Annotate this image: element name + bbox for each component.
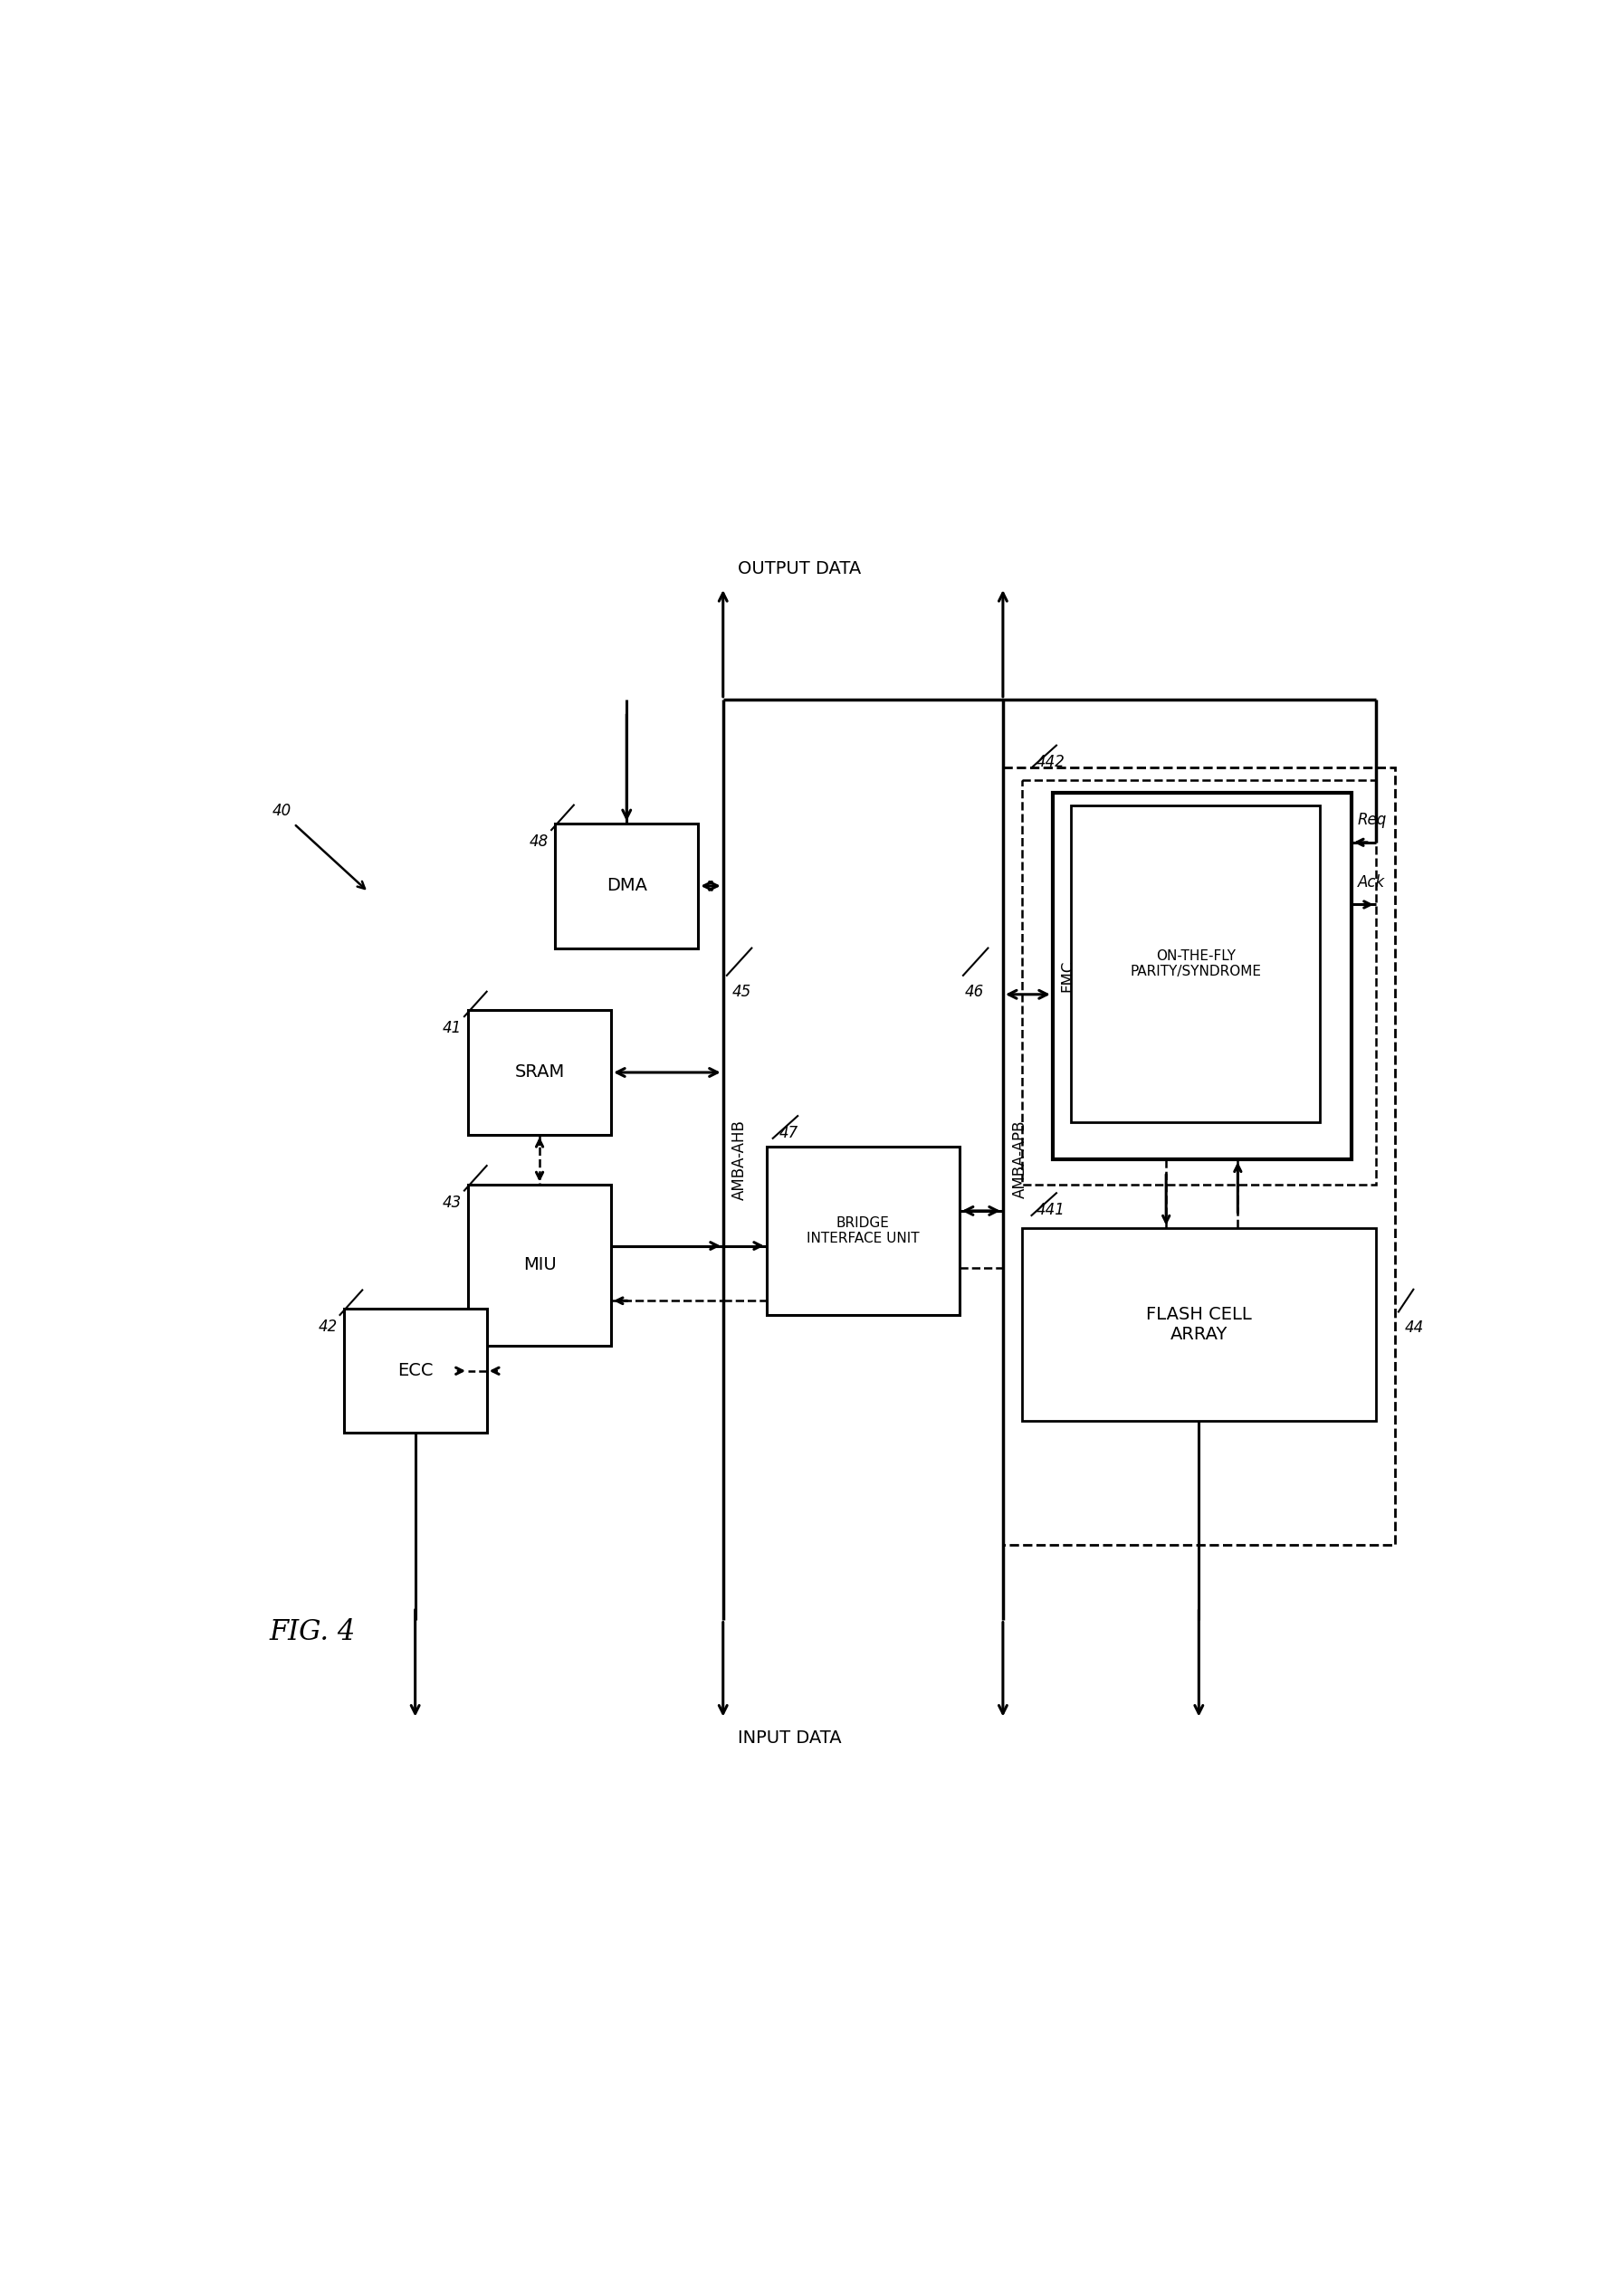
Bar (1003, 767, 1395, 1545)
Text: AMBA-AHB: AMBA-AHB (732, 1118, 748, 1201)
Text: DMA: DMA (607, 877, 647, 895)
Text: AMBA-APB: AMBA-APB (1011, 1120, 1027, 1199)
Bar (1022, 1228, 1375, 1421)
Text: 46: 46 (965, 983, 984, 999)
Text: Ack: Ack (1358, 875, 1385, 891)
Text: 42: 42 (318, 1318, 337, 1334)
Bar (469, 1010, 612, 1134)
Text: MIU: MIU (523, 1256, 557, 1274)
Bar (767, 1148, 960, 1316)
Bar (469, 1185, 612, 1345)
Bar (1072, 806, 1321, 1123)
Bar (1022, 781, 1375, 1185)
Text: ECC: ECC (398, 1362, 433, 1380)
Text: 43: 43 (443, 1194, 462, 1210)
Text: 45: 45 (732, 983, 751, 999)
Text: FMC: FMC (1059, 960, 1075, 992)
Text: BRIDGE
INTERFACE UNIT: BRIDGE INTERFACE UNIT (807, 1217, 920, 1247)
Text: ON-THE-FLY
PARITY/SYNDROME: ON-THE-FLY PARITY/SYNDROME (1130, 948, 1262, 978)
Text: 41: 41 (443, 1019, 462, 1035)
Text: 442: 442 (1037, 753, 1066, 769)
Text: SRAM: SRAM (515, 1063, 565, 1081)
Text: Req: Req (1358, 813, 1387, 829)
Text: INPUT DATA: INPUT DATA (738, 1729, 841, 1747)
Bar (343, 1309, 486, 1433)
Text: 44: 44 (1404, 1320, 1424, 1336)
Text: 48: 48 (530, 833, 549, 850)
Text: FLASH CELL
ARRAY: FLASH CELL ARRAY (1146, 1306, 1252, 1343)
Bar (555, 824, 698, 948)
Text: 47: 47 (778, 1125, 798, 1141)
Text: FIG. 4: FIG. 4 (270, 1619, 355, 1646)
Bar (1053, 792, 1351, 1159)
Text: 441: 441 (1037, 1201, 1066, 1217)
Text: OUTPUT DATA: OUTPUT DATA (738, 560, 862, 576)
Text: 40: 40 (271, 804, 291, 820)
